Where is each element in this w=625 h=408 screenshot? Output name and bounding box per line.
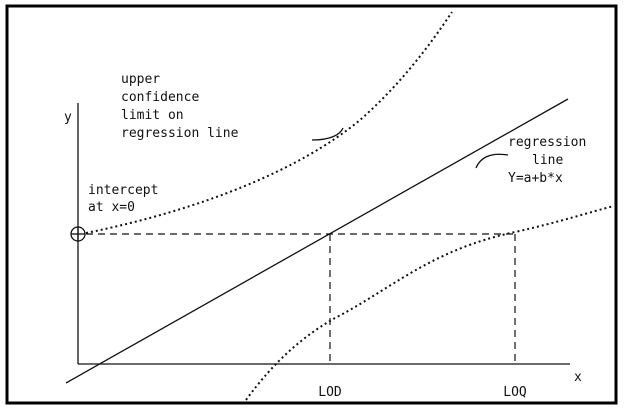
regression-line: [65, 98, 569, 384]
callout: [311, 127, 344, 141]
annotation: intercept: [88, 183, 158, 198]
frame: [5, 4, 618, 405]
x-label: x: [574, 370, 582, 385]
y-label: y: [64, 110, 72, 125]
annotation: upper: [121, 72, 160, 87]
annotation: at x=0: [88, 200, 135, 215]
callout: [475, 153, 509, 169]
annotation: Y=a+b*x: [508, 171, 563, 186]
annotation: regression: [508, 135, 586, 150]
upper-confidence-curve: [85, 11, 453, 234]
lower-confidence-curve: [245, 205, 615, 401]
annotation: limit on: [121, 108, 184, 123]
annotation: line: [532, 153, 563, 168]
lod-label: LOD: [318, 385, 342, 400]
annotation: regression line: [121, 126, 239, 141]
loq-label: LOQ: [503, 385, 527, 400]
annotation: confidence: [121, 90, 199, 105]
